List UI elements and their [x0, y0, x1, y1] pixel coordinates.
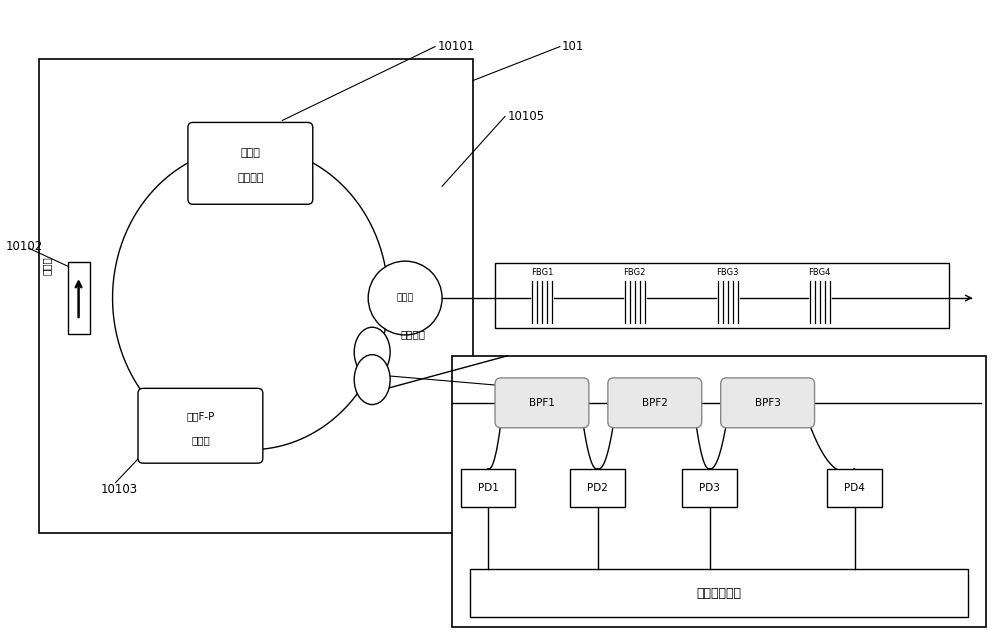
Text: FBG2: FBG2 — [624, 268, 646, 277]
FancyBboxPatch shape — [452, 356, 986, 627]
Ellipse shape — [354, 327, 390, 377]
FancyBboxPatch shape — [188, 122, 313, 204]
FancyBboxPatch shape — [68, 262, 90, 334]
Text: PD3: PD3 — [699, 482, 720, 493]
Text: FBG4: FBG4 — [808, 268, 831, 277]
Text: 10105: 10105 — [508, 110, 545, 123]
FancyBboxPatch shape — [495, 263, 949, 328]
Text: 半导体: 半导体 — [240, 149, 260, 158]
Circle shape — [368, 261, 442, 335]
FancyBboxPatch shape — [608, 378, 702, 427]
Text: 光纤F-P: 光纤F-P — [186, 411, 215, 421]
Text: 滤波器: 滤波器 — [191, 434, 210, 445]
Text: 10104: 10104 — [508, 380, 545, 392]
FancyBboxPatch shape — [721, 378, 815, 427]
Text: BPF1: BPF1 — [529, 398, 555, 408]
FancyBboxPatch shape — [682, 469, 737, 507]
Text: 光放大器: 光放大器 — [237, 174, 264, 183]
Text: 101: 101 — [562, 40, 584, 53]
FancyBboxPatch shape — [461, 469, 515, 507]
Text: FBG1: FBG1 — [531, 268, 553, 277]
Text: 10103: 10103 — [101, 483, 138, 496]
FancyBboxPatch shape — [827, 469, 882, 507]
Text: PD2: PD2 — [587, 482, 608, 493]
Text: 10102: 10102 — [6, 240, 43, 253]
Text: PD1: PD1 — [478, 482, 498, 493]
Ellipse shape — [354, 355, 390, 404]
Text: 数据采集模块: 数据采集模块 — [697, 587, 742, 600]
Text: 10101: 10101 — [438, 40, 475, 53]
FancyBboxPatch shape — [495, 378, 589, 427]
Text: 光耦合器: 光耦合器 — [400, 329, 425, 339]
Text: FBG3: FBG3 — [716, 268, 739, 277]
FancyBboxPatch shape — [138, 389, 263, 463]
Text: BPF2: BPF2 — [642, 398, 668, 408]
Text: 隔离器: 隔离器 — [42, 256, 52, 275]
Text: BPF3: BPF3 — [755, 398, 781, 408]
Text: PD4: PD4 — [844, 482, 865, 493]
FancyBboxPatch shape — [570, 469, 625, 507]
FancyBboxPatch shape — [470, 570, 968, 618]
Text: 环行器: 环行器 — [397, 293, 414, 302]
